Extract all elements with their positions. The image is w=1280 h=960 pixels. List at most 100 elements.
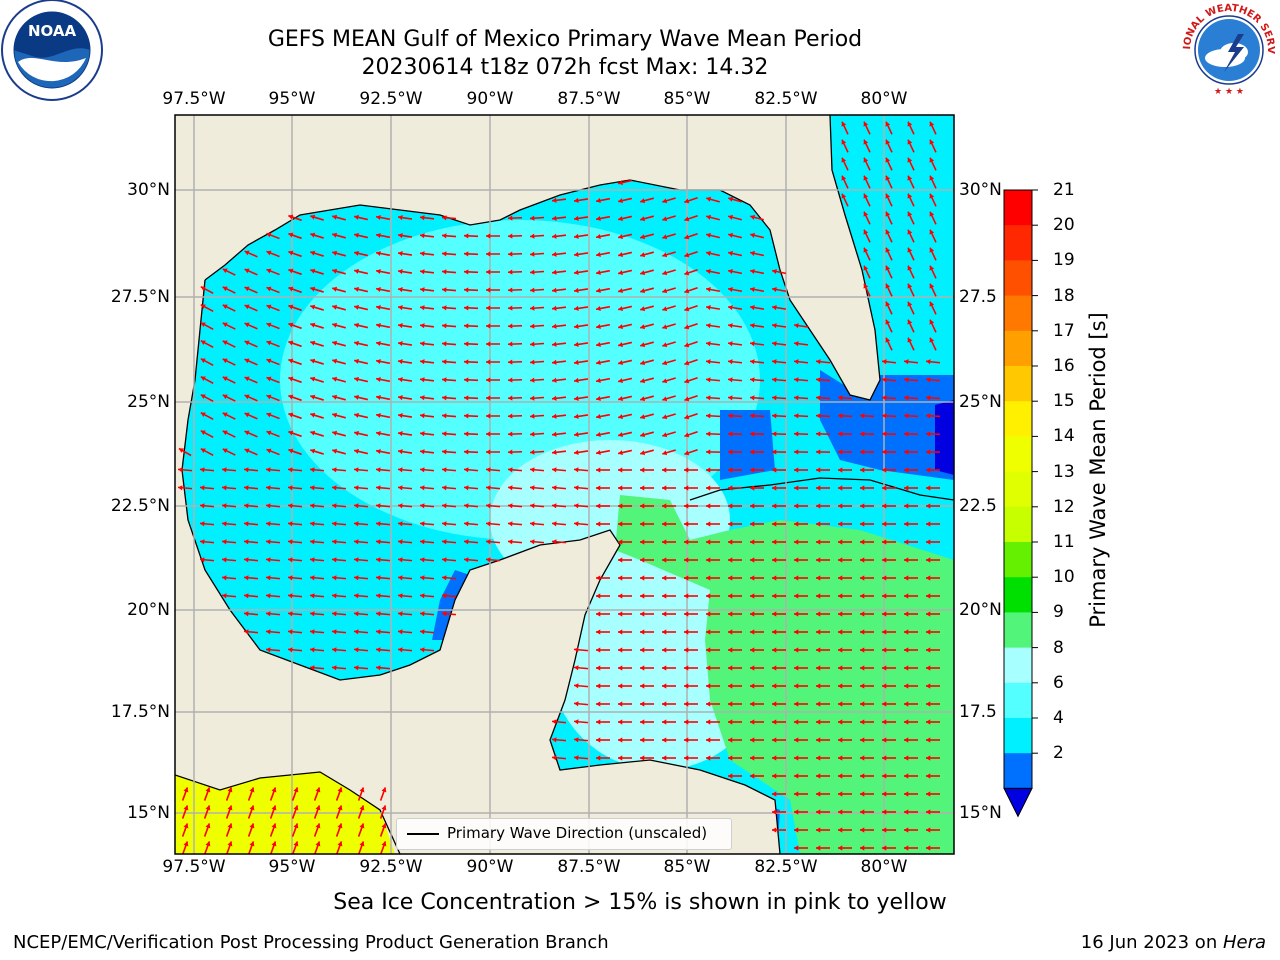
colorbar-segment <box>1004 577 1032 613</box>
wave-vector-head <box>398 377 403 383</box>
wave-vector-head <box>508 323 513 329</box>
wave-vector-head <box>929 301 935 307</box>
wave-vector-head <box>420 233 425 239</box>
svg-text:★ ★ ★: ★ ★ ★ <box>1214 87 1244 97</box>
wave-vector-head <box>926 701 931 707</box>
colorbar-tick-label: 14 <box>1053 426 1075 447</box>
wave-vector-head <box>662 521 667 527</box>
wave-vector-head <box>706 196 712 202</box>
wave-vector-head <box>420 503 425 509</box>
wave-vector-head <box>794 449 799 455</box>
lat-tick-label: 25°N <box>127 392 170 412</box>
wave-vector-head <box>904 683 909 689</box>
wave-vector-head <box>288 485 293 491</box>
wave-vector-head <box>310 214 316 220</box>
wave-vector-head <box>684 575 689 581</box>
wave-vector-head <box>205 805 211 811</box>
wave-vector-head <box>288 250 294 256</box>
wave-vector-head <box>266 340 272 346</box>
wave-vector-head <box>596 521 601 527</box>
wave-vector-head <box>332 467 337 473</box>
wave-vector-head <box>266 629 271 635</box>
wave-vector-head <box>838 431 843 437</box>
lat-tick-label: 17.5°N <box>110 702 170 722</box>
wave-vector-head <box>381 823 387 829</box>
wave-vector-head <box>310 304 316 310</box>
wave-vector-head <box>227 841 233 847</box>
wave-vector-head <box>640 396 646 402</box>
wave-vector-head <box>574 449 579 455</box>
wave-vector-head <box>354 665 359 671</box>
colorbar-segment <box>1004 436 1032 473</box>
wave-vector-head <box>860 665 865 671</box>
colorbar-frame <box>1003 189 1033 789</box>
colorbar-tick-label: 16 <box>1053 356 1075 376</box>
wave-vector-head <box>863 175 869 181</box>
wave-vector-head <box>684 378 690 384</box>
wave-vector-head <box>860 629 865 635</box>
wave-vector-head <box>841 175 847 181</box>
wave-vector-head <box>420 215 425 221</box>
wave-vector-head <box>618 288 623 294</box>
wave-vector-head <box>222 412 228 418</box>
wave-vector-head <box>882 485 887 491</box>
wave-vector-head <box>200 304 206 310</box>
wave-vector-head <box>552 755 557 761</box>
colorbar-tick-label: 20 <box>1053 215 1075 236</box>
wave-vector-head <box>310 268 316 274</box>
wave-vector-head <box>772 503 777 509</box>
wave-vector-head <box>618 647 623 653</box>
wave-vector-head <box>684 593 689 599</box>
wave-vector-head <box>552 413 557 419</box>
wave-vector-head <box>684 432 690 438</box>
wave-vector-head <box>530 521 535 527</box>
wave-vector-head <box>926 737 931 743</box>
wave-vector-head <box>420 431 425 437</box>
wave-vector-head <box>706 323 711 329</box>
wave-vector-head <box>662 360 668 366</box>
colorbar-segment <box>1004 718 1032 754</box>
wave-vector-head <box>376 358 381 365</box>
wave-vector-head <box>863 283 869 289</box>
wave-vector-head <box>244 250 250 256</box>
wave-vector-head <box>310 250 316 256</box>
colorbar-extend-triangle <box>1003 787 1033 818</box>
wave-vector-head <box>574 341 579 347</box>
wave-vector-head <box>376 557 381 563</box>
wave-vector-head <box>863 139 869 145</box>
wave-vector-head <box>354 575 359 581</box>
wave-vector-head <box>574 251 579 257</box>
wave-vector-head <box>794 647 799 653</box>
wave-vector-head <box>244 467 249 473</box>
wave-vector-head <box>728 232 733 238</box>
wave-vector-head <box>684 360 690 366</box>
wave-vector-head <box>486 539 491 545</box>
wave-vector-head <box>398 647 403 653</box>
wave-vector-head <box>310 647 315 653</box>
wave-vector-head <box>750 647 755 653</box>
wave-vector-head <box>794 413 799 419</box>
wave-vector-head <box>907 121 913 127</box>
wave-vector-head <box>376 376 381 383</box>
wave-vector-head <box>794 539 799 545</box>
wave-vector-head <box>882 449 887 455</box>
wave-vector-head <box>640 737 645 743</box>
wave-vector-head <box>684 665 689 671</box>
colorbar-tick-label: 6 <box>1053 672 1064 693</box>
wave-vector-head <box>662 665 667 671</box>
wave-vector-head <box>750 449 755 455</box>
wave-vector-head <box>288 557 293 563</box>
lon-tick-label: 80°W <box>860 857 908 877</box>
wave-vector-head <box>596 287 601 294</box>
wave-vector-head <box>200 286 206 292</box>
wave-vector-head <box>442 539 447 545</box>
wave-vector-head <box>354 647 359 653</box>
wave-vector-head <box>249 823 255 829</box>
wave-vector-head <box>728 665 733 671</box>
wave-vector-head <box>464 539 469 545</box>
wave-vector-head <box>728 431 733 437</box>
wave-vector-head <box>266 539 271 545</box>
wave-vector-head <box>618 575 623 581</box>
wave-vector-head <box>684 467 689 473</box>
wave-vector-head <box>750 755 755 761</box>
